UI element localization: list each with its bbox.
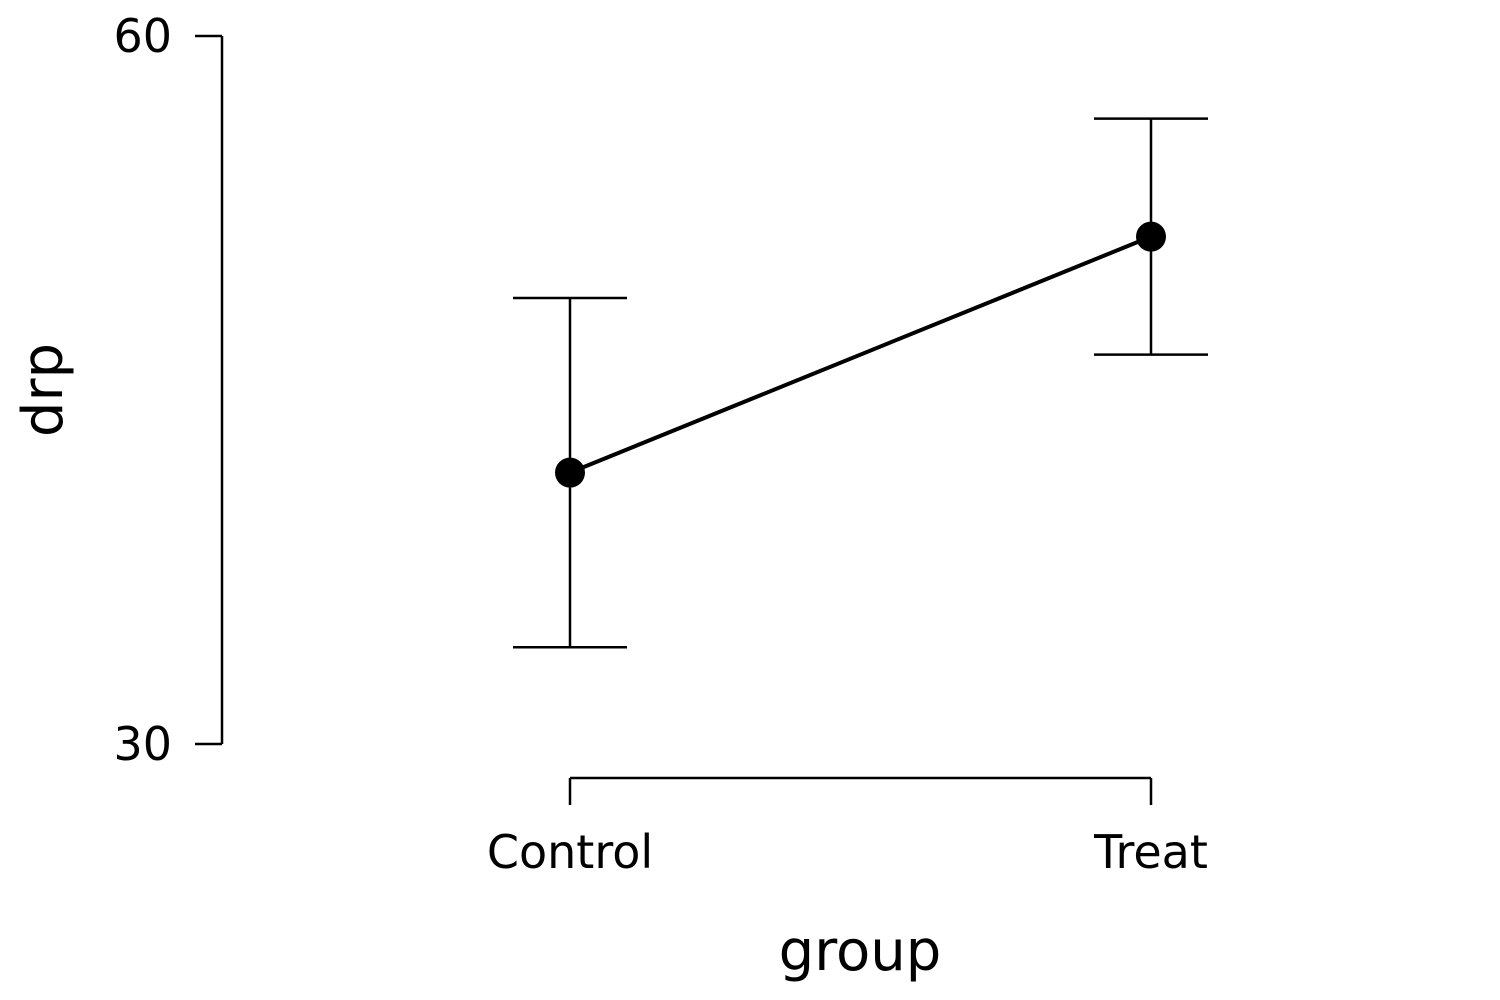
x-axis-title: group [779, 919, 942, 984]
x-axis: Control Treat [487, 776, 1208, 879]
y-axis-title: drp [11, 343, 76, 437]
y-ticks: 30 60 [113, 9, 222, 771]
x-tick-label: Control [487, 825, 653, 879]
y-tick-label: 30 [113, 717, 172, 771]
x-tick-label: Treat [1093, 825, 1208, 879]
data-point [555, 457, 585, 488]
y-tick-label: 60 [113, 9, 172, 63]
data-point [1136, 221, 1166, 252]
x-ticks: Control Treat [487, 778, 1208, 879]
series-line [569, 234, 1152, 475]
plot-marks [513, 117, 1208, 649]
y-axis: 30 60 [113, 9, 224, 771]
